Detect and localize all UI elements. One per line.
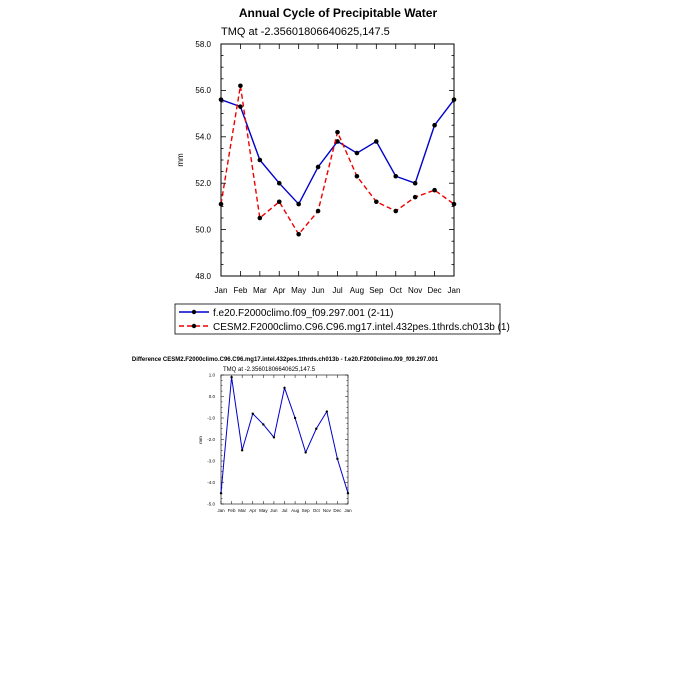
diff-data-point-series-1 xyxy=(336,457,339,461)
data-point-series-2 xyxy=(412,194,418,200)
x-tick-label: May xyxy=(291,286,306,295)
diff-data-point-series-1 xyxy=(283,386,286,390)
y-tick-label: 52.0 xyxy=(195,179,211,188)
data-point-series-2 xyxy=(374,199,379,205)
x-tick-label: Oct xyxy=(390,286,403,295)
diff-y-tick-label: -3.0 xyxy=(207,459,215,464)
diff-data-point-series-1 xyxy=(240,449,244,452)
legend-marker-series-1 xyxy=(191,309,197,315)
data-point-series-1 xyxy=(257,157,263,163)
data-point-series-2 xyxy=(354,173,360,179)
data-point-series-1 xyxy=(374,139,379,144)
diff-data-point-series-1 xyxy=(304,451,307,454)
diff-x-tick-label: Oct xyxy=(313,508,321,513)
diff-y-tick-label: -2.0 xyxy=(207,437,215,442)
diff-data-point-series-1 xyxy=(293,416,297,420)
data-point-series-2 xyxy=(393,208,399,214)
x-tick-label: Jul xyxy=(332,286,342,295)
legend: f.e20.F2000climo.f09_f09.297.001 (2-11) … xyxy=(174,303,510,335)
legend-box xyxy=(174,303,501,335)
data-point-series-2 xyxy=(335,129,340,135)
data-point-series-1 xyxy=(393,173,399,179)
diff-plot-frame xyxy=(220,374,349,505)
diff-data-point-series-1 xyxy=(230,375,233,379)
diff-series-line-1 xyxy=(220,377,349,494)
data-point-series-1 xyxy=(218,97,224,102)
diff-data-point-series-1 xyxy=(262,423,265,426)
diff-y-tick-label: -1.0 xyxy=(207,416,215,421)
diff-y-tick-label: 1.0 xyxy=(209,373,216,378)
legend-marker-series-2 xyxy=(191,323,197,329)
data-point-series-2 xyxy=(432,187,437,193)
diff-data-point-series-1 xyxy=(346,492,350,495)
x-tick-label: Aug xyxy=(350,286,364,295)
data-point-series-2 xyxy=(296,231,301,237)
data-point-series-1 xyxy=(354,150,360,156)
diff-chart-subtitle: TMQ at -2.35601806640625,147.5 xyxy=(223,367,316,373)
y-axis-label: mm xyxy=(176,153,185,167)
diff-data-point-series-1 xyxy=(272,436,276,439)
diff-x-tick-label: Jan xyxy=(344,508,352,513)
main-plot-area: 48.0 50.0 52.0 54.0 56.0 58.0 Jan Feb Mar Apr May J… xyxy=(195,40,460,295)
series-line-2 xyxy=(220,85,455,236)
x-tick-label: Feb xyxy=(234,286,248,295)
diff-x-tick-label: Mar xyxy=(238,508,246,513)
chart-title: Annual Cycle of Precipitable Water xyxy=(239,6,438,20)
data-point-series-2 xyxy=(315,208,321,214)
x-tick-label: Apr xyxy=(273,286,286,295)
x-tick-label: Nov xyxy=(408,286,422,295)
diff-data-point-series-1 xyxy=(219,492,223,495)
y-tick-label: 58.0 xyxy=(195,40,211,49)
diff-x-tick-label: Dec xyxy=(333,508,342,513)
diff-y-tick-label: -5.0 xyxy=(207,502,215,507)
diff-x-tick-label: Jun xyxy=(270,508,278,513)
diff-x-tick-label: May xyxy=(259,508,268,513)
x-tick-label: Jan xyxy=(215,286,228,295)
x-tick-label: Sep xyxy=(369,286,384,295)
data-point-series-2 xyxy=(276,199,282,205)
data-point-series-1 xyxy=(432,122,437,128)
data-point-series-1 xyxy=(276,180,282,186)
chart-subtitle: TMQ at -2.35601806640625,147.5 xyxy=(221,26,390,38)
data-point-series-1 xyxy=(412,180,418,186)
y-tick-label: 48.0 xyxy=(195,272,211,281)
diff-y-axis-label: mm xyxy=(198,436,203,444)
legend-label-series-1: f.e20.F2000climo.f09_f09.297.001 (2-11) xyxy=(213,308,394,319)
y-tick-label: 50.0 xyxy=(195,225,211,234)
x-tick-label: Jun xyxy=(312,286,325,295)
data-point-series-1 xyxy=(238,104,243,109)
data-point-series-2 xyxy=(238,83,243,89)
data-point-series-2 xyxy=(451,201,457,207)
y-tick-label: 54.0 xyxy=(195,133,211,142)
data-point-series-1 xyxy=(315,164,321,170)
diff-x-tick-label: Sep xyxy=(302,508,311,513)
legend-label-series-2: CESM2.F2000climo.C96.C96.mg17.intel.432p… xyxy=(213,322,510,333)
data-point-series-2 xyxy=(257,215,263,221)
diff-x-tick-label: Apr xyxy=(249,508,257,513)
diff-data-point-series-1 xyxy=(325,410,329,413)
diff-x-tick-label: Aug xyxy=(291,508,300,513)
x-tick-label: Dec xyxy=(427,286,441,295)
diff-y-tick-label: -4.0 xyxy=(207,480,215,485)
diff-x-tick-label: Nov xyxy=(323,508,332,513)
series-line-1 xyxy=(220,99,455,206)
diff-x-tick-label: Jul xyxy=(282,508,288,513)
data-point-series-1 xyxy=(296,201,301,207)
diff-x-tick-label: Jan xyxy=(217,508,225,513)
diff-x-tick-label: Feb xyxy=(228,508,236,513)
data-point-series-2 xyxy=(218,201,224,207)
data-point-series-1 xyxy=(335,139,340,144)
y-tick-label: 56.0 xyxy=(195,86,211,95)
diff-y-tick-label: 0.0 xyxy=(209,394,216,399)
x-tick-label: Jan xyxy=(448,286,461,295)
diff-data-point-series-1 xyxy=(315,427,318,430)
diff-chart-title: Difference CESM2.F2000climo.C96.C96.mg17… xyxy=(132,357,439,363)
plot-frame xyxy=(220,43,455,277)
data-point-series-1 xyxy=(451,97,457,102)
x-tick-label: Mar xyxy=(253,286,267,295)
diff-data-point-series-1 xyxy=(251,412,254,415)
